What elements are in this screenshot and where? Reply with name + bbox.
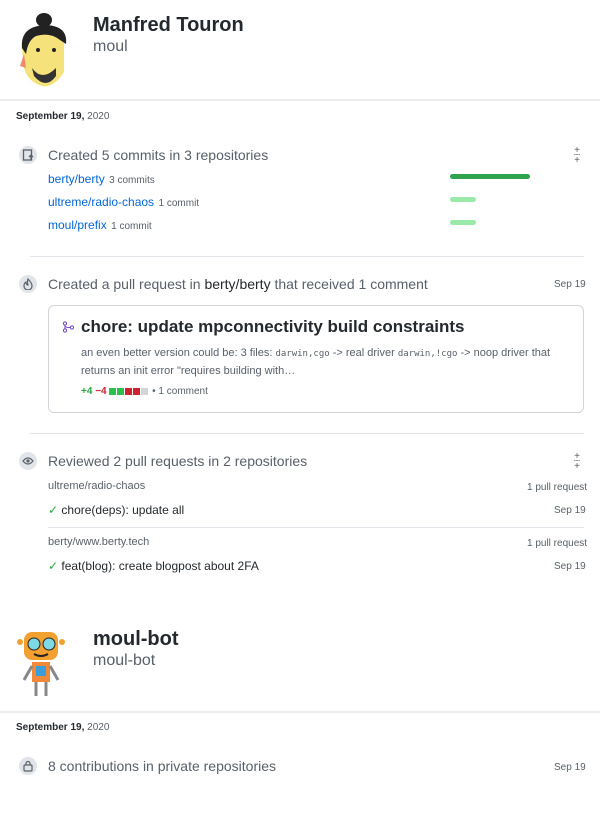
repo-link[interactable]: moul/prefix (48, 218, 107, 232)
flame-icon (17, 273, 39, 295)
pr-card: chore: update mpconnectivity build const… (48, 305, 584, 413)
deletions: −4 (95, 386, 107, 397)
fold-icon[interactable]: + ┈ + (573, 145, 581, 166)
divider (30, 433, 584, 434)
review-count: 1 pull request (527, 538, 588, 549)
date-text: September 19, (16, 111, 85, 122)
private-date: Sep 19 (554, 762, 586, 773)
review-item[interactable]: ✓ feat(blog): create blogpost about 2FA (48, 559, 259, 573)
avatar[interactable] (10, 10, 82, 90)
commit-repo-row: ultreme/radio-chaos 1 commit (48, 193, 199, 211)
user-login: moul-bot (93, 652, 156, 669)
private-contributions: 8 contributions in private repositories (48, 758, 277, 774)
commit-bar (450, 174, 530, 179)
commit-bar (450, 220, 476, 225)
divider (48, 527, 584, 528)
lock-icon (17, 755, 39, 777)
check-icon: ✓ (48, 559, 59, 573)
pr-title: Created a pull request in berty/berty th… (48, 276, 428, 292)
pr-icon (62, 321, 74, 333)
commits-title: Created 5 commits in 3 repositories (48, 147, 269, 163)
reviews-title: Reviewed 2 pull requests in 2 repositori… (48, 453, 308, 469)
user-login: moul (93, 38, 128, 55)
review-repo-link[interactable]: ultreme/radio-chaos (48, 480, 146, 492)
user-name: moul-bot (93, 628, 179, 650)
pr-repo-link[interactable]: berty/berty (204, 276, 271, 292)
commit-repo-row: moul/prefix 1 commit (48, 216, 152, 234)
commit-bar (450, 197, 476, 202)
date-heading: September 19, 2020 (16, 722, 110, 733)
date-heading: September 19, 2020 (16, 111, 109, 122)
review-date: Sep 19 (554, 505, 586, 516)
pr-card-body: an even better version could be: 3 files… (81, 347, 551, 377)
additions: +4 (81, 386, 93, 397)
check-icon: ✓ (48, 503, 59, 517)
repo-push-icon (17, 144, 39, 166)
commit-count: 1 commit (158, 198, 200, 209)
divider (30, 256, 584, 257)
pr-card-title[interactable]: chore: update mpconnectivity build const… (81, 317, 465, 336)
divider (0, 99, 600, 101)
year-text: 2020 (87, 111, 110, 122)
eye-icon (17, 450, 39, 472)
review-date: Sep 19 (554, 561, 586, 572)
repo-link[interactable]: ultreme/radio-chaos (48, 195, 155, 209)
review-count: 1 pull request (527, 482, 588, 493)
comment-count: • 1 comment (152, 386, 208, 397)
avatar[interactable] (14, 624, 70, 700)
review-repo-link[interactable]: berty/www.berty.tech (48, 536, 150, 548)
pr-stats: +4 −4 • 1 comment (81, 386, 208, 397)
user-name: Manfred Touron (93, 14, 244, 36)
commit-repo-row: berty/berty 3 commits (48, 170, 155, 188)
pr-date: Sep 19 (554, 279, 586, 290)
fold-icon[interactable]: + ┈ + (573, 451, 581, 472)
repo-link[interactable]: berty/berty (48, 172, 105, 186)
commit-count: 3 commits (109, 175, 155, 186)
commit-count: 1 commit (111, 221, 152, 232)
review-item[interactable]: ✓ chore(deps): update all (48, 503, 185, 517)
divider (0, 711, 600, 713)
